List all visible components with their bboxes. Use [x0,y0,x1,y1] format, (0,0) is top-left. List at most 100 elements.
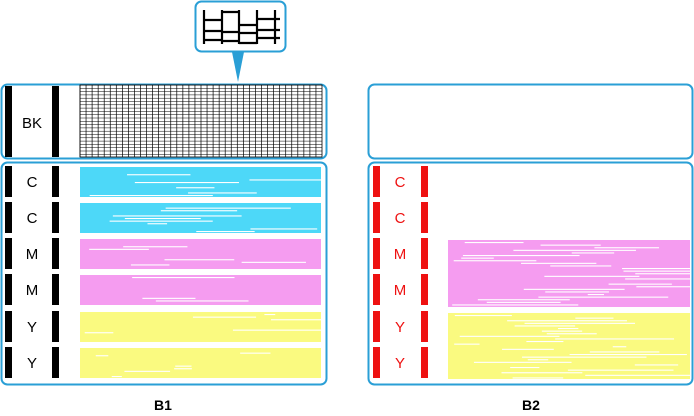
missing-nozzle-streak [127,174,191,176]
b1-row-label: Y [27,355,37,372]
missing-nozzle-streak [95,355,109,357]
b1-row-label: M [26,246,39,263]
missing-nozzle-streak [477,299,570,301]
missing-nozzle-streak [192,316,257,318]
missing-nozzle-streak [454,315,512,317]
missing-nozzle-streak [558,328,579,330]
missing-nozzle-streak [513,249,636,251]
b1-color-band [80,275,321,305]
b2-row-label: M [394,282,407,299]
missing-nozzle-streak [538,296,669,298]
missing-nozzle-streak [109,220,213,222]
missing-nozzle-streak [636,286,690,288]
missing-nozzle-streak [132,277,235,279]
b2-row-left-bar [373,311,380,342]
missing-nozzle-streak [176,187,215,189]
b2-row-left-bar [373,238,380,269]
missing-nozzle-streak [142,297,196,299]
b2-row-label: M [394,246,407,263]
b1-row-left-bar [5,166,12,197]
missing-nozzle-streak [164,259,235,261]
b1-row-left-bar [5,202,12,233]
b1-row-left-bar [5,311,12,342]
missing-nozzle-streak [232,329,321,331]
b1-row-right-bar [52,166,59,197]
missing-nozzle-streak [112,215,242,217]
missing-nozzle-streak [461,257,494,259]
missing-nozzle-streak [567,369,674,371]
missing-nozzle-streak [526,341,564,343]
b1-caption: B1 [154,397,172,413]
missing-nozzle-streak [575,317,614,319]
missing-nozzle-streak [147,223,168,225]
b1-row-right-bar [52,202,59,233]
b1-row-label: C [27,174,38,191]
missing-nozzle-streak [544,275,640,277]
b1-row-label: Y [27,319,37,336]
b1-row-left-bar [5,238,12,269]
b1-row-right-bar [52,274,59,305]
missing-nozzle-streak [594,247,660,249]
missing-nozzle-streak [241,261,306,263]
missing-nozzle-streak [165,207,291,209]
b2-row-right-bar [421,274,428,305]
missing-nozzle-streak [124,370,171,372]
b2-row-right-bar [421,238,428,269]
missing-nozzle-streak [454,343,480,345]
b1-row-label: M [26,282,39,299]
missing-nozzle-streak [89,195,213,197]
b1-row-left-bar [5,347,12,378]
missing-nozzle-streak [89,248,149,250]
b2-row-right-bar [421,311,428,342]
missing-nozzle-streak [545,291,609,293]
missing-nozzle-streak [523,288,625,290]
missing-nozzle-streak [264,314,276,316]
callout-pointer [232,52,244,82]
missing-nozzle-streak [188,192,257,194]
missing-nozzle-streak [196,231,255,233]
missing-nozzle-streak [174,368,192,370]
b1-bk-right-bar [52,86,59,157]
b1-row-label: C [27,210,38,227]
missing-nozzle-streak [250,228,318,230]
missing-nozzle-streak [514,325,576,327]
missing-nozzle-streak [486,301,561,303]
missing-nozzle-streak [464,242,524,244]
missing-nozzle-streak [240,352,271,354]
missing-nozzle-streak [507,320,627,322]
missing-nozzle-streak [623,270,690,272]
missing-nozzle-streak [524,322,636,324]
missing-nozzle-streak [111,376,122,378]
missing-nozzle-streak [522,356,647,358]
b2-black-panel [367,83,694,160]
missing-nozzle-streak [625,278,690,280]
magnified-grid-icon [202,10,280,45]
missing-nozzle-streak [587,294,605,296]
b1-color-band [80,348,321,378]
b2-row-left-bar [373,347,380,378]
b2-row-label: Y [395,319,405,336]
b2-row-right-bar [421,202,428,233]
missing-nozzle-streak [473,361,572,363]
missing-nozzle-streak [585,374,690,376]
missing-nozzle-streak [130,264,170,266]
missing-nozzle-streak [512,377,564,379]
missing-nozzle-streak [160,210,238,212]
b2-row-left-bar [373,274,380,305]
b1-color-band [80,312,321,342]
missing-nozzle-streak [546,333,597,335]
b1-row-left-bar [5,274,12,305]
missing-nozzle-streak [124,218,201,220]
b2-row-right-bar [421,347,428,378]
b2-row-left-bar [373,202,380,233]
missing-nozzle-streak [540,244,601,246]
b2-row-label: C [395,174,406,191]
missing-nozzle-streak [510,367,540,369]
b1-color-band [80,239,321,269]
missing-nozzle-streak [155,300,249,302]
b1-bk-left-bar [5,86,12,157]
missing-nozzle-streak [459,335,560,337]
missing-nozzle-streak [555,338,675,340]
b1-black-grid-pattern [79,84,323,158]
